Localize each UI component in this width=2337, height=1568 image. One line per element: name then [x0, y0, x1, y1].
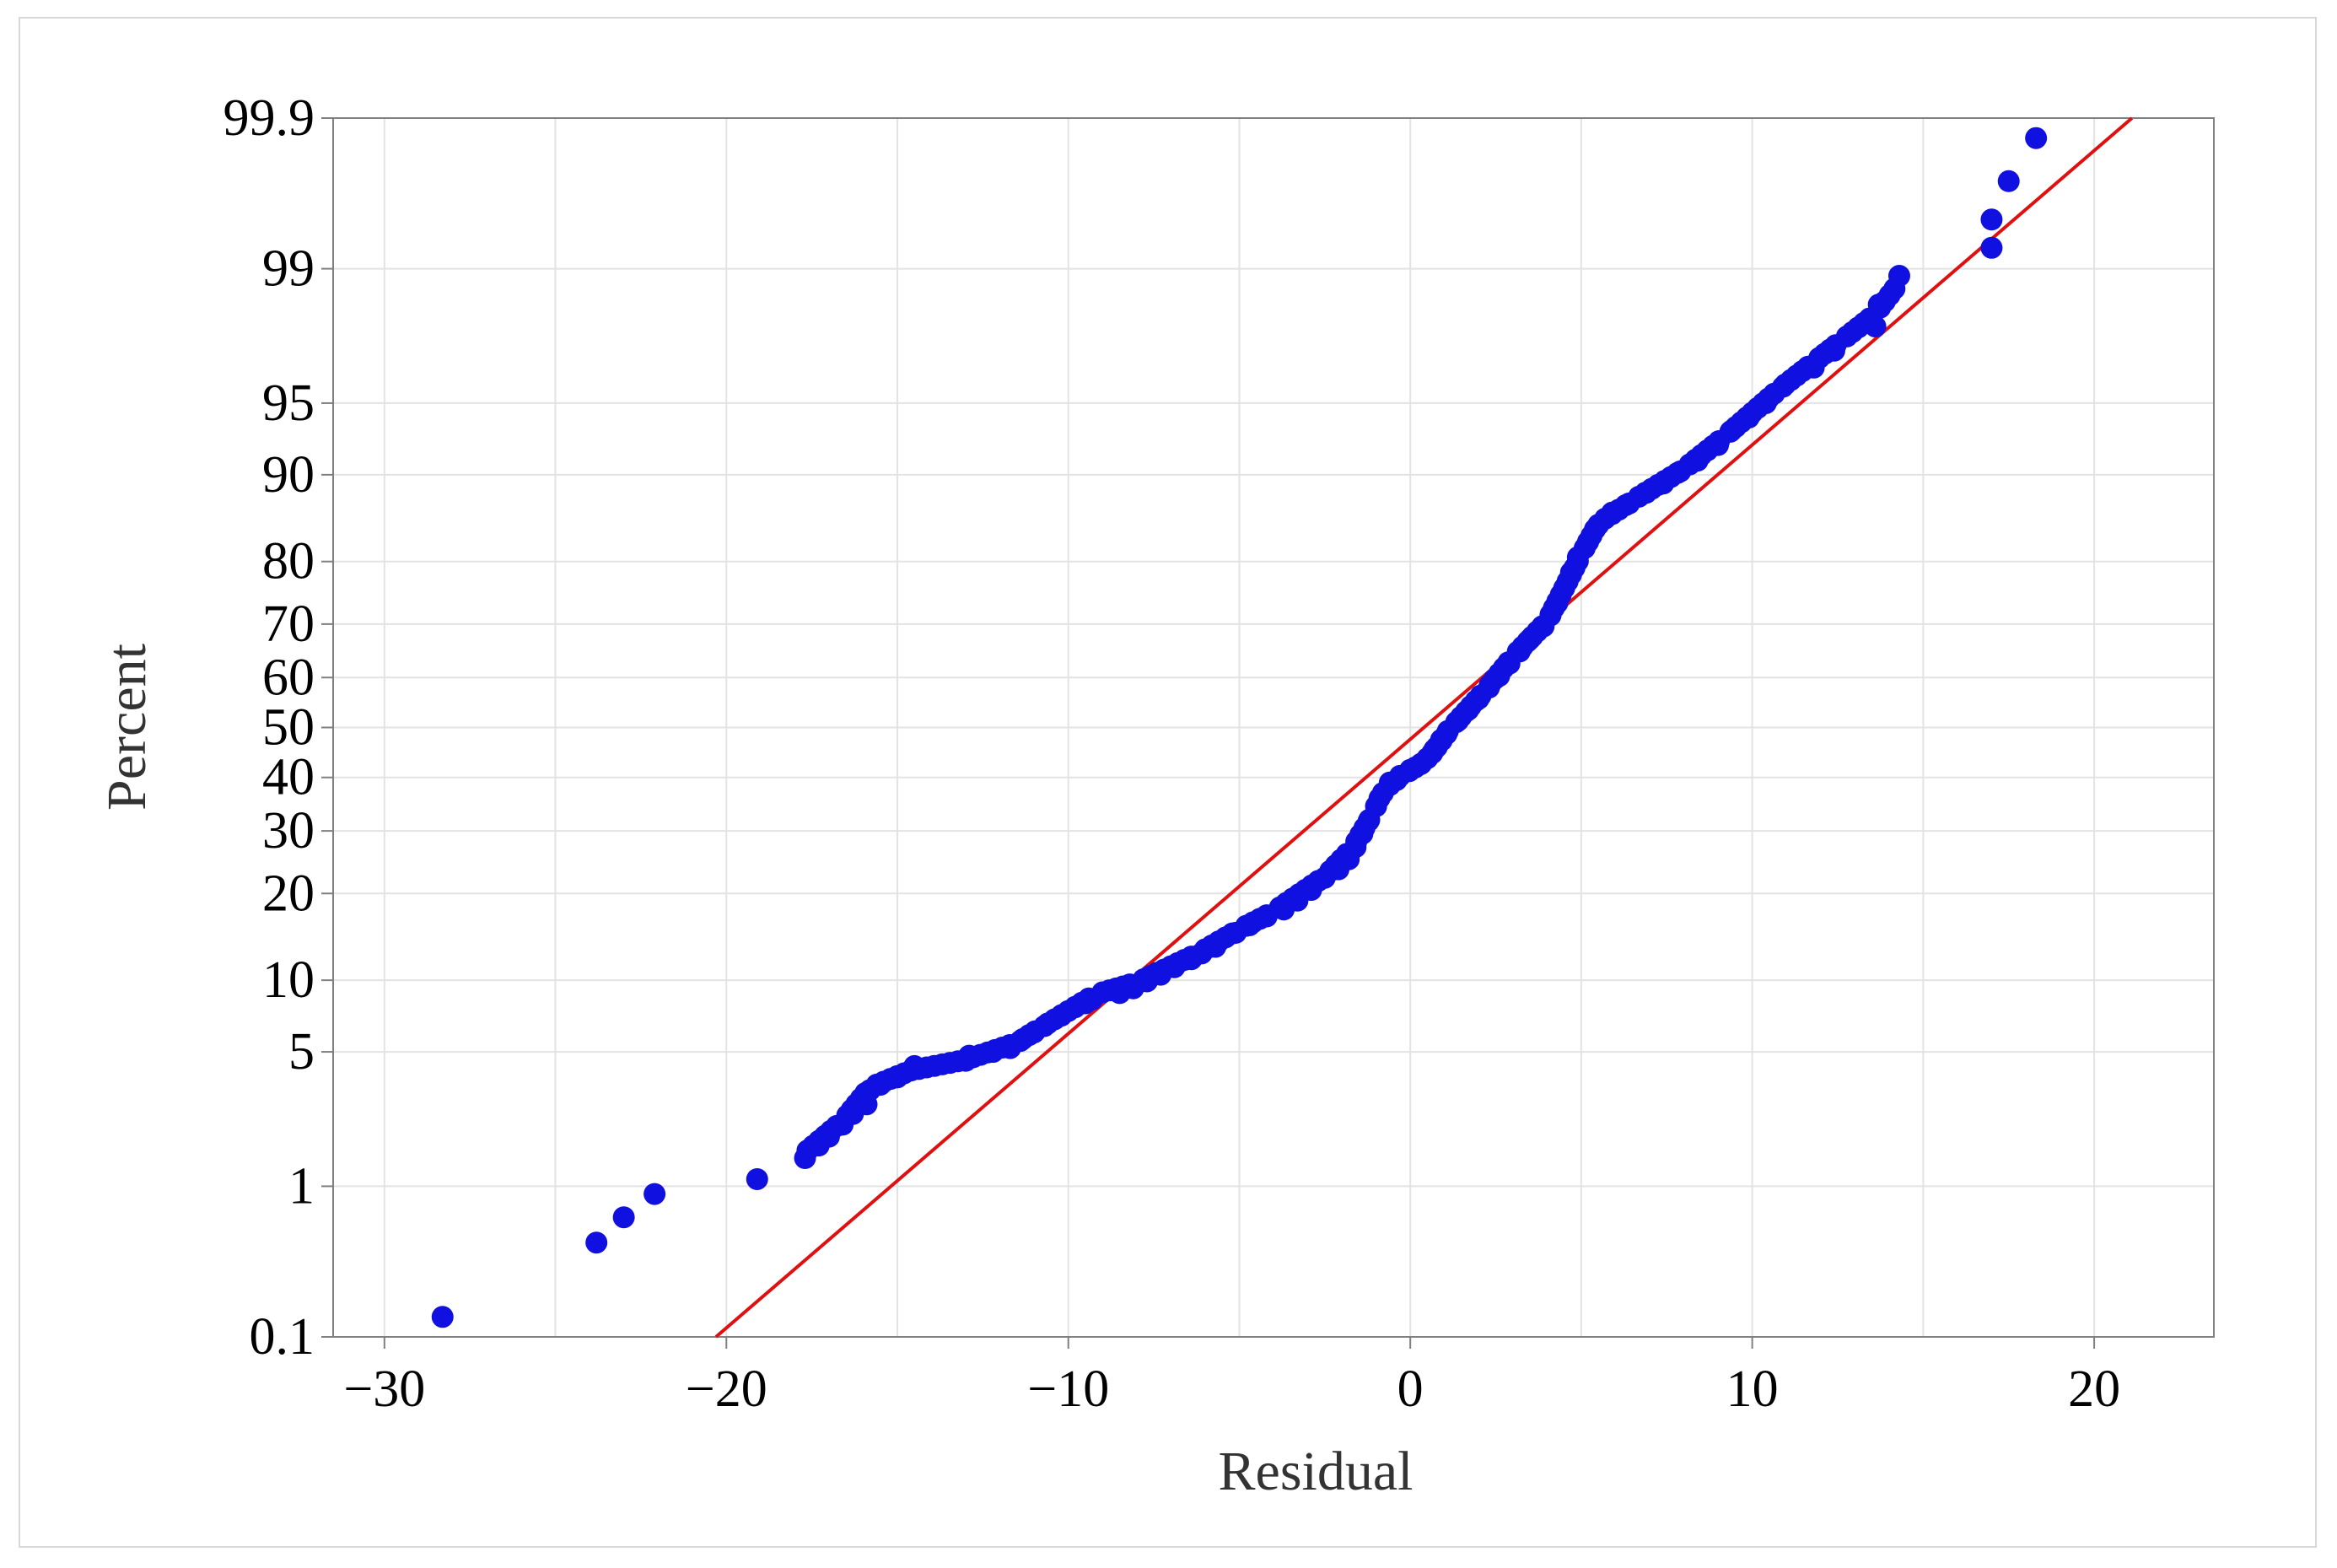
data-point: [1997, 170, 2020, 192]
x-axis-ticks: −30 −20 −10 0 10 20: [343, 1337, 2120, 1418]
data-point: [612, 1206, 635, 1229]
y-tick-label: 80: [262, 533, 315, 590]
y-tick-label: 20: [262, 865, 315, 922]
y-tick-label: 50: [262, 699, 315, 757]
fitted-normal-line: [714, 116, 2134, 1339]
x-tick-label: 0: [1397, 1361, 1424, 1418]
y-tick-label: 30: [262, 802, 315, 859]
grid-lines: [333, 117, 2214, 1338]
y-tick-label: 99.9: [223, 89, 315, 147]
residual-points: [431, 127, 2048, 1328]
y-tick-label: 0.1: [250, 1308, 315, 1366]
x-axis-title: Residual: [1219, 1441, 1414, 1502]
y-tick-label: 1: [288, 1157, 315, 1215]
data-point: [1980, 208, 2003, 231]
y-tick-label: 95: [262, 374, 315, 432]
x-tick-label: −30: [343, 1361, 425, 1418]
y-tick-label: 70: [262, 595, 315, 653]
x-tick-label: 10: [1726, 1361, 1779, 1418]
x-tick-label: −20: [686, 1361, 767, 1418]
y-tick-label: 99: [262, 240, 315, 298]
data-point: [585, 1231, 608, 1254]
data-point: [643, 1183, 666, 1205]
y-tick-label: 5: [288, 1023, 315, 1080]
y-tick-label: 60: [262, 649, 315, 706]
data-point: [746, 1167, 768, 1190]
x-tick-label: 20: [2068, 1361, 2120, 1418]
data-point: [1883, 277, 1906, 300]
data-point: [431, 1306, 454, 1328]
data-point: [2025, 127, 2048, 149]
y-axis-title: Percent: [96, 644, 158, 811]
chart-frame: [19, 17, 2317, 1548]
y-tick-label: 40: [262, 749, 315, 806]
x-tick-label: −10: [1027, 1361, 1109, 1418]
y-tick-label: 90: [262, 446, 315, 504]
data-point: [1980, 236, 2003, 259]
y-tick-label: 10: [262, 951, 315, 1009]
